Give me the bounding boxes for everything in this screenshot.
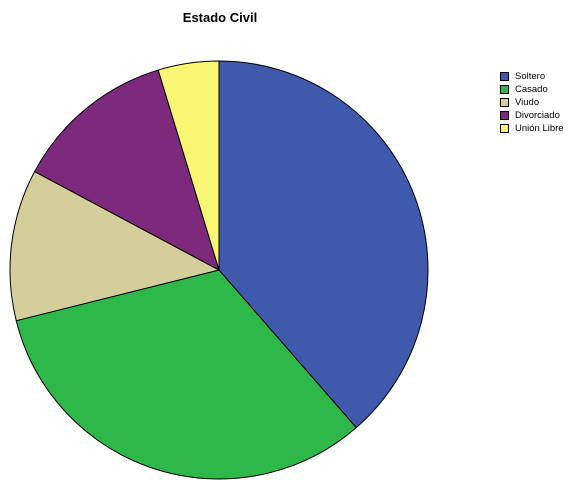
legend-item: Divorciado [500,109,564,122]
pie-slice-casado [15,269,357,480]
legend-swatch [500,111,509,120]
pie-slice-viudo [9,171,220,322]
pie-slices [9,60,429,480]
chart-title: Estado Civil [182,10,258,25]
legend-item: Unión Libre [500,122,564,135]
pie-slice-unión-libre [157,60,220,271]
pie-slice-soltero [218,60,429,429]
legend-label: Divorciado [515,110,560,121]
legend-swatch [500,85,509,94]
legend-label: Casado [515,84,548,95]
legend-swatch [500,124,509,133]
legend-item: Soltero [500,70,564,83]
legend-label: Unión Libre [515,123,564,134]
chart-legend: Soltero Casado Viudo Divorciado Unión Libre [500,70,564,135]
legend-swatch [500,98,509,107]
legend-label: Soltero [515,71,546,82]
legend-label: Viudo [515,97,540,108]
legend-item: Casado [500,83,564,96]
legend-swatch [500,72,509,81]
legend-item: Viudo [500,96,564,109]
